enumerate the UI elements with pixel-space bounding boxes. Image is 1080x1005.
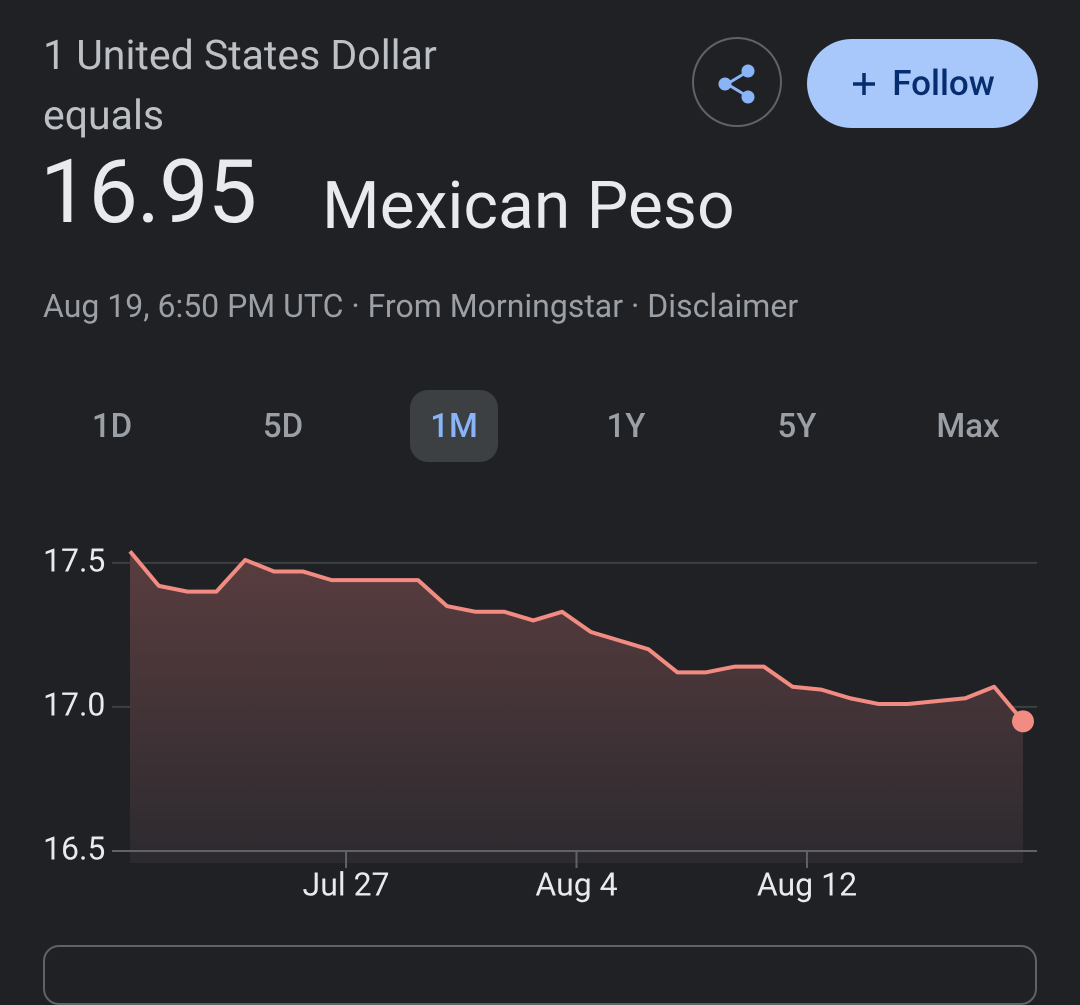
- range-tab[interactable]: 5D: [262, 406, 304, 446]
- currency-name: Mexican Peso: [322, 168, 735, 245]
- x-tick-label: Aug 12: [757, 865, 857, 903]
- y-tick-label: 16.5: [43, 829, 105, 867]
- share-icon: [718, 64, 755, 104]
- price-line: [128, 550, 1025, 723]
- plus-icon: [853, 72, 876, 95]
- card-border: [43, 945, 1037, 1005]
- follow-label: Follow: [892, 63, 995, 104]
- x-tick-label: Aug 4: [535, 865, 617, 903]
- range-tab[interactable]: 1Y: [606, 406, 646, 446]
- last-point: [1012, 710, 1034, 733]
- meta-info[interactable]: Aug 19, 6:50 PM UTC · From Morningstar ·…: [43, 287, 799, 325]
- page: 1 United States Dollar equals 16.95 Mexi…: [40, 32, 1038, 1005]
- range-tab[interactable]: 5Y: [777, 406, 817, 446]
- range-tab[interactable]: 1D: [91, 406, 133, 446]
- y-tick-label: 17.5: [43, 541, 105, 579]
- follow-button[interactable]: Follow: [807, 39, 1038, 128]
- range-tab[interactable]: Max: [936, 406, 1000, 446]
- y-tick-label: 17.0: [43, 685, 105, 723]
- chart: 16.5 17.0 17.5 Jul 27 Aug 4 Aug 12: [43, 541, 1037, 903]
- share-button[interactable]: [692, 37, 782, 127]
- title: 1 United States Dollar equals: [43, 32, 437, 140]
- rate-value: 16.95: [40, 141, 257, 244]
- area-fill: [130, 551, 1023, 863]
- range-tab[interactable]: 1M: [410, 390, 498, 462]
- x-tick-label: Jul 27: [303, 865, 390, 903]
